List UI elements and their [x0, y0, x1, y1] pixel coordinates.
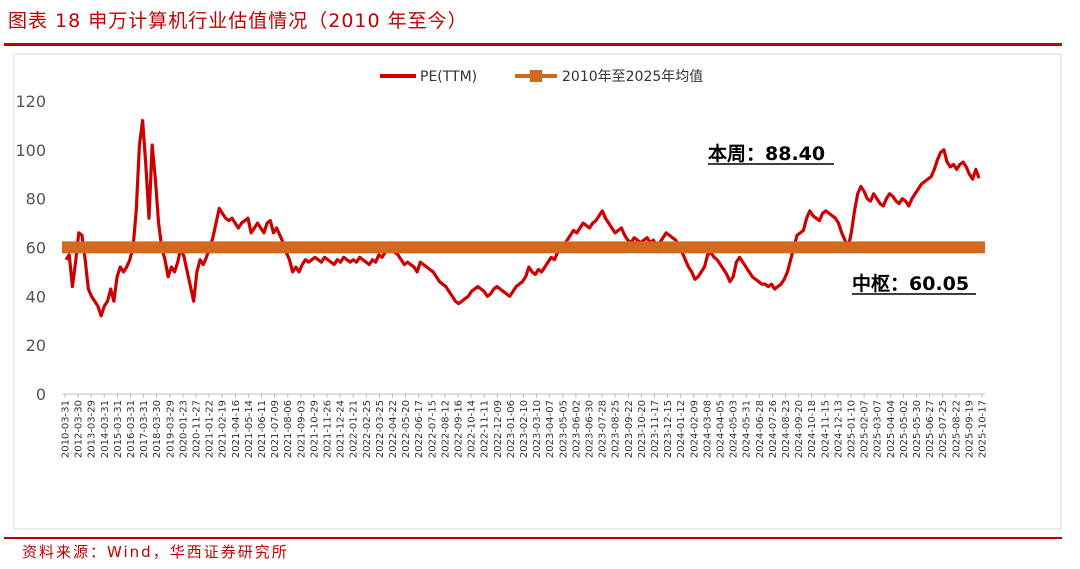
- x-tick-label: 2023-11-17: [650, 400, 661, 458]
- x-tick-label: 2024-02-09: [689, 400, 700, 458]
- annotation-current: 本周：88.40: [708, 142, 825, 165]
- x-tick-label: 2021-04-16: [231, 400, 242, 458]
- legend-label-pe: PE(TTM): [420, 69, 477, 85]
- x-tick-label: 2024-09-20: [794, 400, 805, 458]
- x-tick-label: 2020-11-27: [192, 400, 203, 458]
- x-tick-label: 2015-03-31: [113, 400, 124, 458]
- x-tick-label: 2025-06-27: [925, 400, 936, 458]
- annotation-mean: 中枢：60.05: [852, 272, 969, 295]
- x-tick-label: 2025-08-22: [951, 400, 962, 458]
- series-layer: [62, 118, 985, 318]
- x-tick-label: 2012-03-30: [74, 400, 85, 458]
- x-tick-label: 2025-04-04: [886, 400, 897, 458]
- y-tick-label: 40: [26, 287, 46, 306]
- x-tick-label: 2023-01-06: [506, 400, 517, 458]
- x-tick-label: 2024-10-18: [807, 400, 818, 458]
- x-tick-label: 2023-06-30: [585, 400, 596, 458]
- x-tick-label: 2021-12-24: [336, 400, 347, 458]
- plot-frame: [13, 53, 1062, 530]
- x-tick-label: 2024-04-05: [716, 400, 727, 458]
- legend: PE(TTM) 2010年至2025年均值: [380, 69, 703, 85]
- x-tick-label: 2021-09-03: [296, 400, 307, 458]
- x-tick-label: 2014-03-31: [100, 400, 111, 458]
- x-tick-label: 2022-04-22: [388, 400, 399, 458]
- x-tick-label: 2021-02-19: [218, 400, 229, 458]
- x-tick-label: 2024-01-12: [676, 400, 687, 458]
- x-tick-label: 2024-05-03: [729, 400, 740, 458]
- y-axis-ticks: 0 20 40 60 80 100 120: [15, 92, 46, 404]
- x-tick-label: 2025-05-02: [899, 400, 910, 458]
- x-tick-label: 2022-12-09: [493, 400, 504, 458]
- x-tick-label: 2025-01-10: [847, 400, 858, 458]
- x-tick-label: 2013-03-29: [87, 400, 98, 458]
- x-tick-label: 2010-03-31: [61, 400, 72, 458]
- x-tick-label: 2022-11-11: [480, 400, 491, 458]
- x-tick-label: 2023-08-25: [611, 400, 622, 458]
- x-tick-label: 2024-08-23: [781, 400, 792, 458]
- x-tick-label: 2023-12-15: [663, 400, 674, 458]
- x-tick-label: 2024-07-26: [768, 400, 779, 458]
- x-tick-label: 2021-08-06: [283, 400, 294, 458]
- x-tick-label: 2025-10-17: [978, 400, 989, 458]
- y-tick-label: 20: [26, 336, 46, 355]
- legend-marker-mean: [530, 70, 542, 82]
- series-pe-line: [64, 118, 981, 318]
- x-tick-label: 2022-02-25: [362, 400, 373, 458]
- bottom-rule: [4, 537, 1062, 539]
- x-tick-label: 2025-05-30: [912, 400, 923, 458]
- x-tick-label: 2023-03-10: [532, 400, 543, 458]
- x-tick-label: 2024-12-13: [833, 400, 844, 458]
- x-tick-label: 2021-11-26: [323, 400, 334, 458]
- y-tick-label: 120: [15, 92, 46, 111]
- x-tick-label: 2023-02-10: [519, 400, 530, 458]
- x-axis-ticks: 2010-03-31 2012-03-30 2013-03-29 2014-03-31…: [61, 394, 989, 458]
- x-tick-label: 2025-09-19: [964, 400, 975, 458]
- x-tick-label: 2018-03-30: [152, 400, 163, 458]
- x-tick-label: 2022-01-21: [349, 400, 360, 458]
- x-tick-label: 2024-05-31: [742, 400, 753, 458]
- y-tick-label: 0: [36, 385, 46, 404]
- x-tick-label: 2021-06-11: [257, 400, 268, 458]
- y-tick-label: 80: [26, 190, 46, 209]
- x-tick-label: 2023-10-20: [637, 400, 648, 458]
- x-tick-label: 2022-09-16: [454, 400, 465, 458]
- x-tick-label: 2017-03-31: [139, 400, 150, 458]
- x-tick-label: 2021-10-29: [309, 400, 320, 458]
- x-tick-label: 2023-07-28: [598, 400, 609, 458]
- x-tick-label: 2022-08-12: [440, 400, 451, 458]
- x-tick-label: 2023-05-05: [558, 400, 569, 458]
- x-tick-label: 2020-01-23: [178, 400, 189, 458]
- x-tick-label: 2023-09-22: [624, 400, 635, 458]
- x-tick-label: 2025-07-25: [938, 400, 949, 458]
- y-tick-label: 100: [15, 141, 46, 160]
- x-tick-label: 2016-03-31: [126, 400, 137, 458]
- chart-title: 图表 18 申万计算机行业估值情况（2010 年至今）: [8, 10, 468, 32]
- x-tick-label: 2022-10-14: [467, 400, 478, 458]
- x-tick-label: 2021-01-22: [205, 400, 216, 458]
- legend-label-mean: 2010年至2025年均值: [562, 69, 703, 85]
- source-note: 资料来源：Wind，华西证券研究所: [22, 543, 289, 561]
- x-tick-label: 2024-06-28: [755, 400, 766, 458]
- x-tick-label: 2025-02-07: [860, 400, 871, 458]
- x-tick-label: 2022-05-20: [401, 400, 412, 458]
- x-tick-label: 2023-06-02: [571, 400, 582, 458]
- y-tick-label: 60: [26, 239, 46, 258]
- x-tick-label: 2023-04-07: [545, 400, 556, 458]
- x-tick-label: 2022-06-17: [414, 400, 425, 458]
- x-tick-label: 2024-03-08: [702, 400, 713, 458]
- x-tick-label: 2024-11-15: [820, 400, 831, 458]
- x-tick-label: 2022-07-15: [427, 400, 438, 458]
- x-tick-label: 2019-03-29: [165, 400, 176, 458]
- x-tick-label: 2025-03-07: [873, 400, 884, 458]
- x-tick-label: 2022-03-25: [375, 400, 386, 458]
- x-tick-label: 2021-07-09: [270, 400, 281, 458]
- x-tick-label: 2021-05-14: [244, 400, 255, 458]
- top-rule: [4, 43, 1062, 46]
